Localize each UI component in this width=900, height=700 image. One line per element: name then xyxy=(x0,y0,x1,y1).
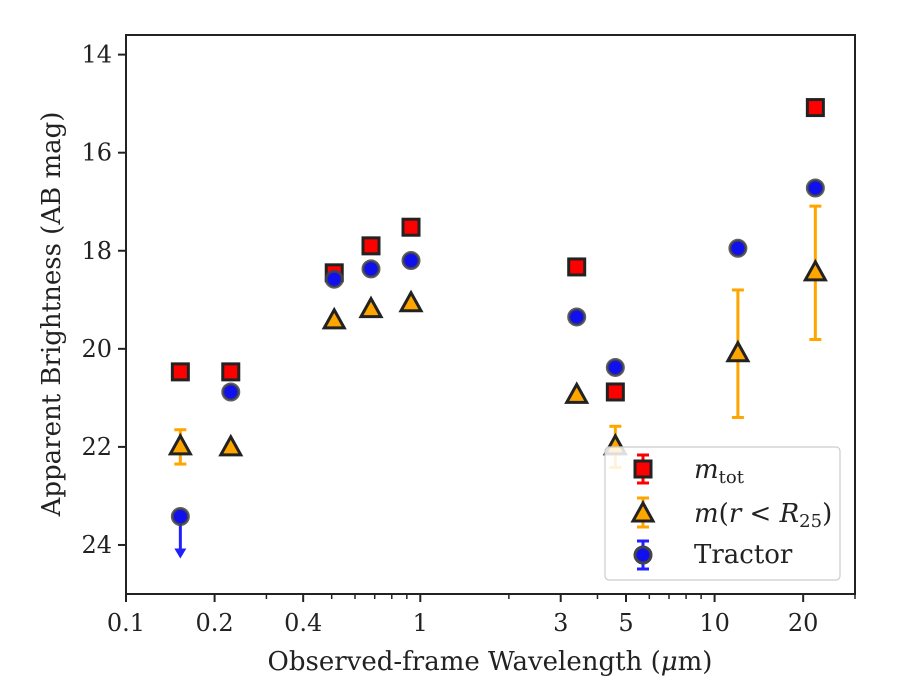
mr25-marker xyxy=(802,258,828,282)
tractor-marker xyxy=(728,238,748,258)
mr25-marker xyxy=(725,339,751,363)
legend-box xyxy=(604,446,841,581)
mtot-marker xyxy=(361,236,381,256)
mtot-marker xyxy=(401,217,421,237)
plot-area xyxy=(125,34,856,595)
tractor-marker xyxy=(567,307,587,327)
x-tick-label: 3 xyxy=(553,609,568,637)
mtot-marker xyxy=(805,98,825,118)
y-axis-label: Apparent Brightness (AB mag) xyxy=(37,112,67,518)
x-tick-label: 0.1 xyxy=(107,609,145,637)
legend-entry-mtot: mtot xyxy=(633,453,745,488)
y-tick-label: 20 xyxy=(81,335,112,363)
upper-limit-arrow-head xyxy=(174,548,187,559)
y-tick-label: 24 xyxy=(81,531,112,559)
x-tick-label: 0.2 xyxy=(196,609,234,637)
mr25-marker xyxy=(358,295,384,319)
mtot-marker xyxy=(170,362,190,382)
x-tick-label: 0.4 xyxy=(284,609,322,637)
legend: mtot m(r < R25) Tractor xyxy=(604,446,841,581)
y-tick-label: 18 xyxy=(81,237,112,265)
tractor-marker xyxy=(805,178,825,198)
y-axis-ticks: 14 16 18 20 22 24 xyxy=(81,41,126,559)
legend-mtot-label: mtot xyxy=(694,455,745,488)
tractor-marker xyxy=(605,357,625,377)
x-axis-ticks: 0.1 0.2 0.4 1 3 5 10 20 xyxy=(107,594,856,637)
legend-entry-mr: m(r < R25) xyxy=(630,496,832,532)
legend-square-marker xyxy=(633,459,653,479)
x-tick-label: 1 xyxy=(413,609,428,637)
mtot-marker xyxy=(605,382,625,402)
mr25-marker xyxy=(167,432,193,456)
mr25-marker xyxy=(564,381,590,404)
tractor-marker xyxy=(361,259,381,279)
tractor-marker xyxy=(221,382,241,402)
legend-mr-label: m(r < R25) xyxy=(694,499,832,532)
mtot-marker xyxy=(221,362,241,382)
legend-circle-marker xyxy=(633,545,653,565)
tractor-marker xyxy=(401,251,421,271)
y-tick-label: 14 xyxy=(81,41,112,69)
mtot-marker xyxy=(567,257,587,277)
mr25-marker xyxy=(398,289,424,313)
x-tick-label: 5 xyxy=(618,609,633,637)
legend-triangle-marker xyxy=(630,499,656,523)
x-axis-label: Observed-frame Wavelength (μm) xyxy=(268,647,713,677)
y-tick-label: 22 xyxy=(81,433,112,461)
tractor-marker xyxy=(324,269,344,289)
y-tick-label: 16 xyxy=(81,139,112,167)
tractor-marker xyxy=(170,507,190,527)
legend-tractor-label: Tractor xyxy=(694,540,793,570)
x-tick-label: 20 xyxy=(788,609,819,637)
mr25-marker xyxy=(321,306,347,330)
mr25-marker xyxy=(218,433,244,457)
data-markers xyxy=(167,98,828,527)
x-tick-label: 10 xyxy=(699,609,730,637)
legend-entry-tractor: Tractor xyxy=(633,539,793,571)
